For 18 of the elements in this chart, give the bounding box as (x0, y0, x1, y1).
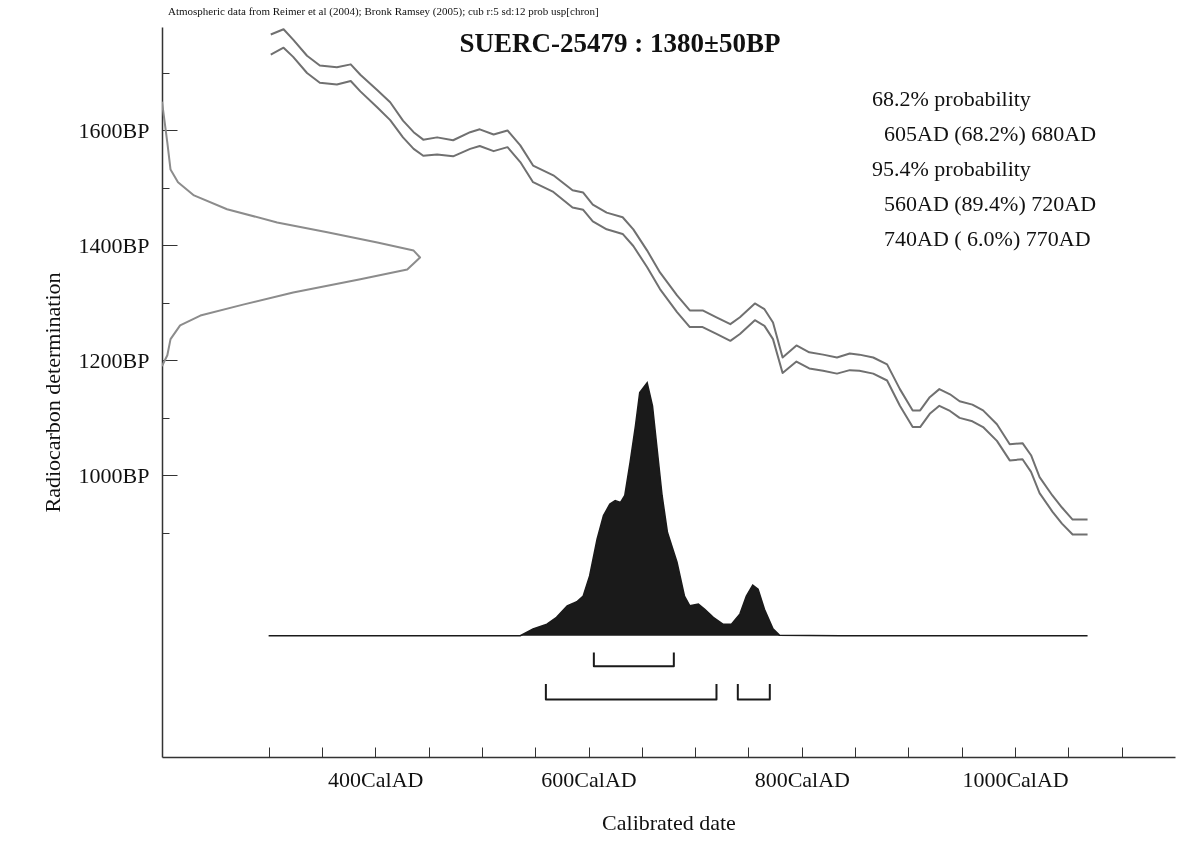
y-tick-label: 1600BP (78, 117, 150, 143)
annotation: 560AD (89.4%) 720AD (884, 191, 1097, 217)
y-tick-label: 1400BP (78, 232, 150, 258)
annotation: 95.4% probability (872, 156, 1031, 182)
x-tick-label: 800CalAD (754, 766, 850, 792)
annotation: 740AD ( 6.0%) 770AD (884, 226, 1091, 252)
y-tick-label: 1000BP (78, 462, 150, 488)
annotation: 605AD (68.2%) 680AD (884, 121, 1097, 147)
text: Atmospheric data from Reimer et al (2004); Bronk Ramsey (2005); cub r:5 sd:12 prob usp[chron] (168, 5, 599, 17)
x-tick-label: 400CalAD (328, 766, 424, 792)
x-axis-title: Calibrated date (602, 809, 736, 835)
chart-title: SUERC-25479 : 1380±50BP (458, 28, 782, 59)
y-tick-label: 1200BP (78, 347, 150, 373)
y-axis-title: Radiocarbon determination (39, 272, 65, 513)
line-series (162, 100, 422, 368)
x-tick-label: 1000CalAD (962, 766, 1069, 792)
x-tick-label: 600CalAD (541, 766, 637, 792)
annotation: 68.2% probability (872, 86, 1031, 112)
